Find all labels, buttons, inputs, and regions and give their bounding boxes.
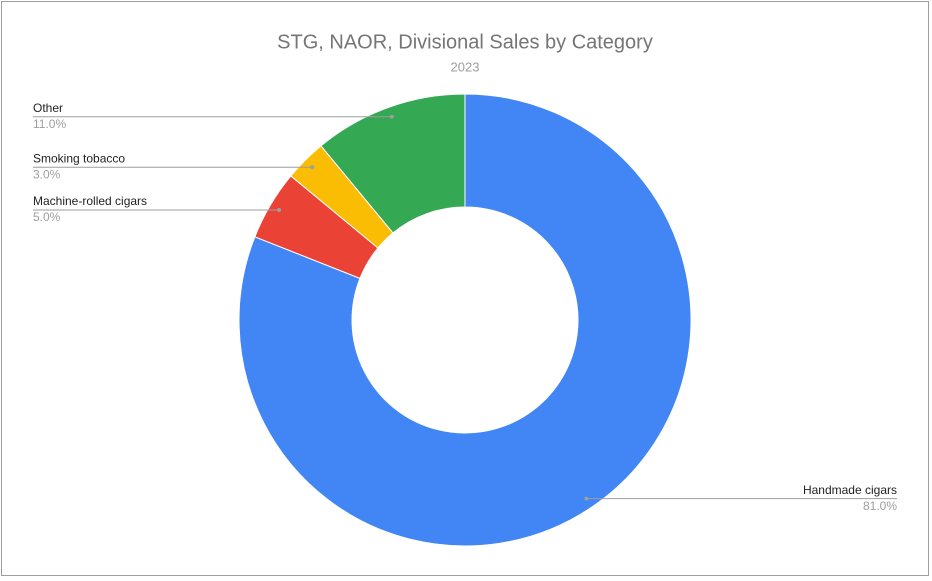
donut-slice <box>238 93 692 547</box>
leader-dot <box>389 114 394 119</box>
slice-label: Other <box>33 101 63 115</box>
slice-value-label: 81.0% <box>863 499 897 513</box>
leader-dot <box>584 496 589 501</box>
slice-value-label: 11.0% <box>33 117 66 131</box>
slice-label: Handmade cigars <box>803 483 897 497</box>
chart-subtitle: 2023 <box>451 59 480 74</box>
slice-value-label: 5.0% <box>33 210 61 224</box>
slice-label: Smoking tobacco <box>33 151 125 165</box>
leader-dot <box>277 208 282 213</box>
leader-dot <box>310 165 315 170</box>
donut-slice <box>320 93 466 234</box>
slice-label: Machine-rolled cigars <box>33 194 147 208</box>
slice-value-label: 3.0% <box>33 167 61 181</box>
chart-title: STG, NAOR, Divisional Sales by Category <box>277 31 653 53</box>
